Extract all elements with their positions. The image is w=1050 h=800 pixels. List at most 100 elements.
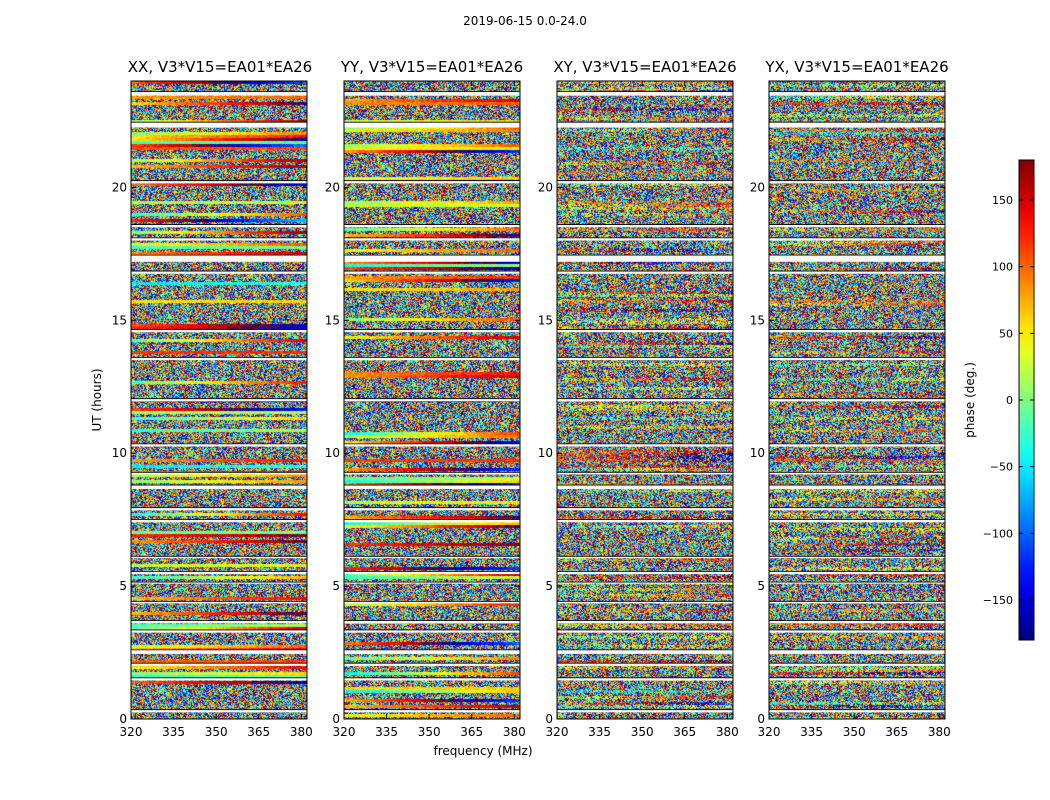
flagged-gap-xy-20: [557, 237, 733, 241]
flagged-gap-yy-15: [344, 398, 520, 402]
panel-title-yx: YX, V3*V15=EA01*EA26: [765, 58, 949, 76]
flagged-gap-xy-6: [557, 601, 733, 604]
flagged-gap-xy-14: [557, 443, 733, 447]
flagged-gap-xy-18: [557, 271, 733, 274]
flagged-gap-xx-16: [131, 357, 307, 361]
x-tick-label-xy-335: 335: [588, 725, 611, 739]
flagged-gap-yx-10: [769, 519, 945, 523]
x-tick-label-xy-320: 320: [546, 725, 569, 739]
x-tick-label-xy-350: 350: [631, 725, 654, 739]
x-tick-label-yx-380: 380: [928, 725, 951, 739]
y-tick-label-xx-15: 15: [112, 313, 127, 327]
y-tick-label-yx-20: 20: [750, 180, 765, 194]
flagged-gap-xy-0: [557, 709, 733, 713]
y-tick-label-xy-10: 10: [538, 446, 553, 460]
flagged-gap-xy-1: [557, 677, 733, 681]
flagged-gap-xx-15: [131, 398, 307, 402]
colorbar-tick-label-150: 150: [992, 194, 1013, 207]
flagged-gap-yy-13: [344, 472, 520, 475]
flagged-gap-yx-13: [769, 472, 945, 475]
flagged-gap-xy-10: [557, 519, 733, 523]
flagged-gap-yx-12: [769, 485, 945, 490]
colorbar-tick-label-0: 0: [1006, 394, 1013, 407]
x-tick-label-xx-335: 335: [162, 725, 185, 739]
flagged-gap-yx-19: [769, 255, 945, 262]
flagged-gap-yx-6: [769, 601, 945, 604]
flagged-gap-yx-20: [769, 237, 945, 241]
flagged-gap-yx-21: [769, 224, 945, 228]
flagged-gap-xx-12: [131, 485, 307, 490]
flagged-gap-xy-12: [557, 485, 733, 490]
flagged-gap-yy-0: [344, 709, 520, 713]
y-tick-label-xx-10: 10: [112, 446, 127, 460]
y-tick-label-yx-5: 5: [757, 579, 765, 593]
y-tick-label-xx-20: 20: [112, 180, 127, 194]
flagged-gap-yx-4: [769, 629, 945, 633]
flagged-gap-yx-9: [769, 556, 945, 559]
flagged-gap-xx-0: [131, 709, 307, 713]
flagged-gap-yy-16: [344, 357, 520, 361]
y-tick-label-xy-15: 15: [538, 313, 553, 327]
flagged-gap-yx-22: [769, 180, 945, 184]
flagged-gap-xx-10: [131, 519, 307, 523]
x-tick-label-xx-365: 365: [247, 725, 270, 739]
flagged-gap-yx-7: [769, 582, 945, 584]
x-tick-label-xx-350: 350: [205, 725, 228, 739]
flagged-gap-xy-5: [557, 620, 733, 624]
flagged-gap-yy-6: [344, 601, 520, 604]
flagged-gap-yy-9: [344, 556, 520, 559]
flagged-gap-yy-18: [344, 271, 520, 274]
y-tick-label-yy-5: 5: [332, 579, 340, 593]
x-tick-label-yx-320: 320: [758, 725, 781, 739]
x-tick-label-yy-320: 320: [333, 725, 356, 739]
flagged-gap-yy-1: [344, 677, 520, 681]
flagged-gap-xx-8: [131, 571, 307, 575]
flagged-gap-xy-3: [557, 649, 733, 654]
flagged-gap-yy-2: [344, 663, 520, 666]
flagged-gap-xy-21: [557, 224, 733, 228]
colorbar-tick-label--150: −150: [983, 594, 1013, 607]
flagged-gap-yx-3: [769, 649, 945, 654]
flagged-gap-yy-12: [344, 485, 520, 490]
panel-frame-xy: [556, 80, 734, 720]
x-tick-label-xy-365: 365: [673, 725, 696, 739]
panel-frame-yx: [768, 80, 946, 720]
y-tick-label-yx-0: 0: [757, 712, 765, 726]
flagged-gap-yx-18: [769, 271, 945, 274]
flagged-gap-xy-17: [557, 329, 733, 333]
panel-title-xy: XY, V3*V15=EA01*EA26: [553, 58, 737, 76]
flagged-gap-yy-23: [344, 122, 520, 128]
flagged-gap-xy-22: [557, 180, 733, 184]
panel-title-xx: XX, V3*V15=EA01*EA26: [127, 58, 313, 76]
x-tick-label-yx-350: 350: [843, 725, 866, 739]
flagged-gap-xx-24: [131, 91, 307, 96]
flagged-gap-yx-16: [769, 357, 945, 361]
flagged-gap-xx-23: [131, 122, 307, 128]
y-tick-label-yx-15: 15: [750, 313, 765, 327]
y-tick-label-yy-0: 0: [332, 712, 340, 726]
flagged-gap-xy-24: [557, 91, 733, 96]
x-axis-label: frequency (MHz): [433, 744, 533, 758]
flagged-gap-xx-6: [131, 601, 307, 604]
flagged-gap-xy-11: [557, 507, 733, 511]
flagged-gap-xx-7: [131, 582, 307, 584]
panel-frame-yy: [343, 80, 521, 720]
flagged-gap-xy-19: [557, 255, 733, 262]
flagged-gap-yy-14: [344, 443, 520, 447]
y-tick-label-xy-5: 5: [545, 579, 553, 593]
y-tick-label-xx-0: 0: [119, 712, 127, 726]
flagged-gap-yy-24: [344, 91, 520, 96]
x-tick-label-yy-335: 335: [375, 725, 398, 739]
flagged-gap-xx-18: [131, 271, 307, 274]
flagged-gap-xy-8: [557, 571, 733, 575]
colorbar-tick-label--50: −50: [990, 461, 1013, 474]
flagged-gap-yx-2: [769, 663, 945, 666]
flagged-gap-yx-24: [769, 91, 945, 96]
flagged-gap-xx-13: [131, 472, 307, 475]
colorbar-label: phase (deg.): [963, 362, 977, 438]
flagged-gap-xy-2: [557, 663, 733, 666]
flagged-gap-yx-14: [769, 443, 945, 447]
flagged-gap-yx-17: [769, 329, 945, 333]
flagged-gap-yx-15: [769, 398, 945, 402]
